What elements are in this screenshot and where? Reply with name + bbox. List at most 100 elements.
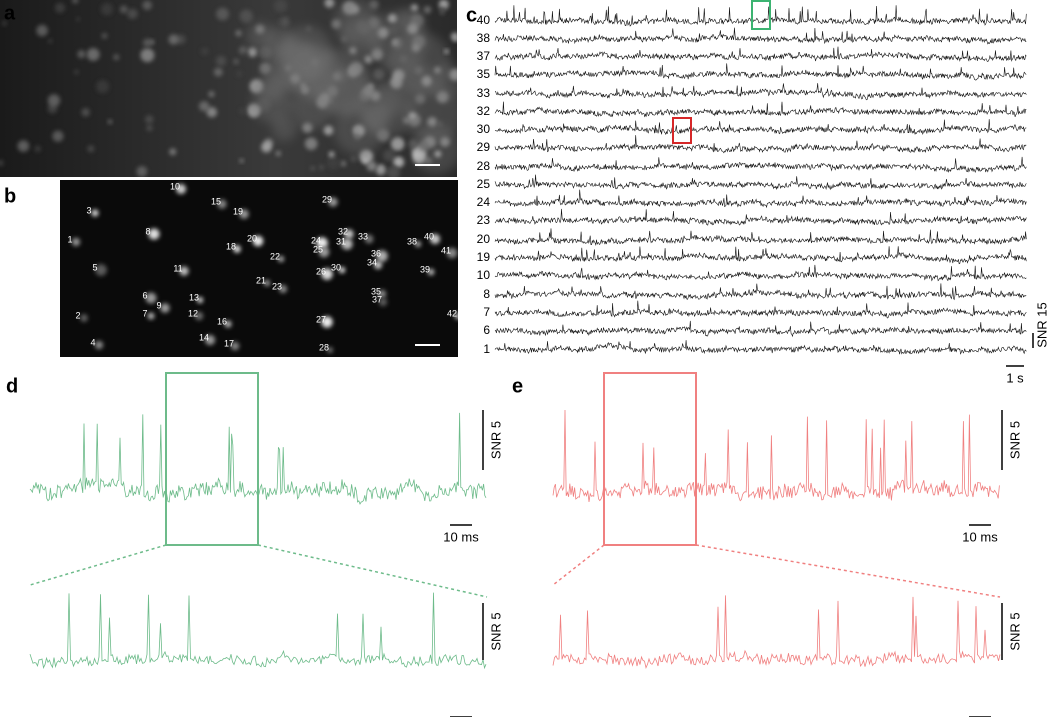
cell-label: 39 — [420, 264, 430, 274]
cell-blob — [119, 5, 128, 14]
cell-blob — [338, 266, 346, 274]
cell-blob — [324, 0, 335, 8]
haze — [290, 86, 334, 130]
cell-blob — [326, 156, 340, 170]
cell-blob — [364, 234, 374, 244]
cell-blob — [17, 140, 30, 152]
cell-blob — [48, 38, 53, 44]
trace-label: 40 — [477, 13, 491, 27]
cell-label: 4 — [90, 337, 95, 347]
cell-blob — [81, 107, 90, 117]
cell-blob — [450, 32, 457, 41]
trace-label: 19 — [477, 250, 491, 264]
cell-blob — [230, 341, 240, 351]
trace — [494, 264, 1027, 282]
cell-blob — [2, 21, 7, 26]
trace — [494, 228, 1027, 246]
trace — [494, 246, 1027, 265]
cell-blob — [316, 237, 328, 249]
cell-blob — [147, 312, 155, 320]
image-b-cells — [71, 183, 458, 354]
cell-blob — [386, 165, 401, 177]
trace-label: 24 — [477, 195, 491, 209]
cell-blob — [344, 229, 354, 239]
trace — [494, 27, 1027, 45]
haze — [256, 72, 286, 102]
cell-label: 1 — [67, 234, 72, 244]
trace — [494, 63, 1027, 81]
cell-blob — [95, 264, 107, 276]
cell-blob — [224, 320, 232, 328]
trace — [552, 409, 1000, 503]
trace — [494, 189, 1027, 209]
zoom-box — [603, 372, 697, 546]
cell-label: 19 — [233, 206, 243, 216]
cell-blob — [233, 245, 241, 253]
trace-label: 8 — [483, 287, 490, 301]
trace-label: 37 — [477, 49, 491, 63]
scale-label: SNR 5 — [1007, 421, 1022, 459]
cell-label: 25 — [313, 244, 323, 254]
scale-label: SNR 5 — [488, 421, 503, 459]
scale-label: 10 ms — [962, 529, 998, 544]
cell-blob — [239, 158, 244, 163]
cell-blob — [179, 266, 189, 276]
cell-blob — [0, 159, 4, 167]
trace — [494, 340, 1027, 355]
trace — [494, 5, 1027, 27]
cell-blob — [94, 340, 104, 350]
trace — [494, 174, 1027, 191]
haze — [399, 60, 432, 93]
cell-blob — [235, 30, 242, 37]
cell-blob — [321, 316, 333, 328]
cell-blob — [196, 296, 204, 304]
cell-blob — [233, 58, 239, 65]
trace-label: 1 — [483, 342, 490, 356]
cell-label: 30 — [331, 262, 341, 272]
trace — [494, 283, 1027, 301]
cell-label: 8 — [145, 226, 150, 236]
cell-blob — [208, 90, 215, 98]
cell-blob — [454, 312, 458, 320]
cell-blob — [142, 0, 153, 11]
zoom-line — [257, 544, 488, 598]
trace-label: 10 — [477, 268, 491, 282]
cell-blob — [96, 80, 110, 94]
cell-blob — [328, 151, 335, 158]
cell-label: 18 — [226, 241, 236, 251]
cell-blob — [376, 250, 388, 262]
highlight-red — [672, 117, 692, 144]
scale-label: 1 s — [1006, 370, 1024, 385]
cell-blob — [175, 183, 187, 195]
trace-label: 6 — [483, 323, 490, 337]
cell-label: 35 — [371, 286, 381, 296]
cell-blob — [427, 268, 435, 276]
cell-label: 36 — [371, 248, 381, 258]
trace — [494, 135, 1027, 154]
cell-label: 21 — [256, 275, 266, 285]
cell-blob — [36, 24, 48, 37]
haze — [333, 0, 380, 45]
cell-label: 10 — [170, 181, 180, 191]
cell-blob — [146, 124, 153, 132]
haze — [280, 25, 333, 79]
cell-label: 23 — [272, 281, 282, 291]
cell-blob — [145, 292, 157, 304]
cell-blob — [113, 54, 120, 61]
scale-label: SNR 5 — [1007, 612, 1022, 650]
cell-blob — [87, 145, 95, 153]
haze — [246, 22, 274, 50]
zoom-line — [695, 544, 1001, 598]
cell-label: 12 — [188, 308, 198, 318]
highlight-green — [751, 0, 771, 30]
cell-blob — [168, 34, 179, 45]
cell-blob — [323, 125, 334, 136]
trace — [494, 208, 1027, 226]
cell-blob — [373, 68, 385, 80]
cell-label: 16 — [217, 316, 227, 326]
panel-label: e — [512, 375, 523, 397]
zoom-line — [29, 544, 167, 586]
cell-blob — [446, 247, 458, 259]
cell-blob — [414, 240, 422, 248]
